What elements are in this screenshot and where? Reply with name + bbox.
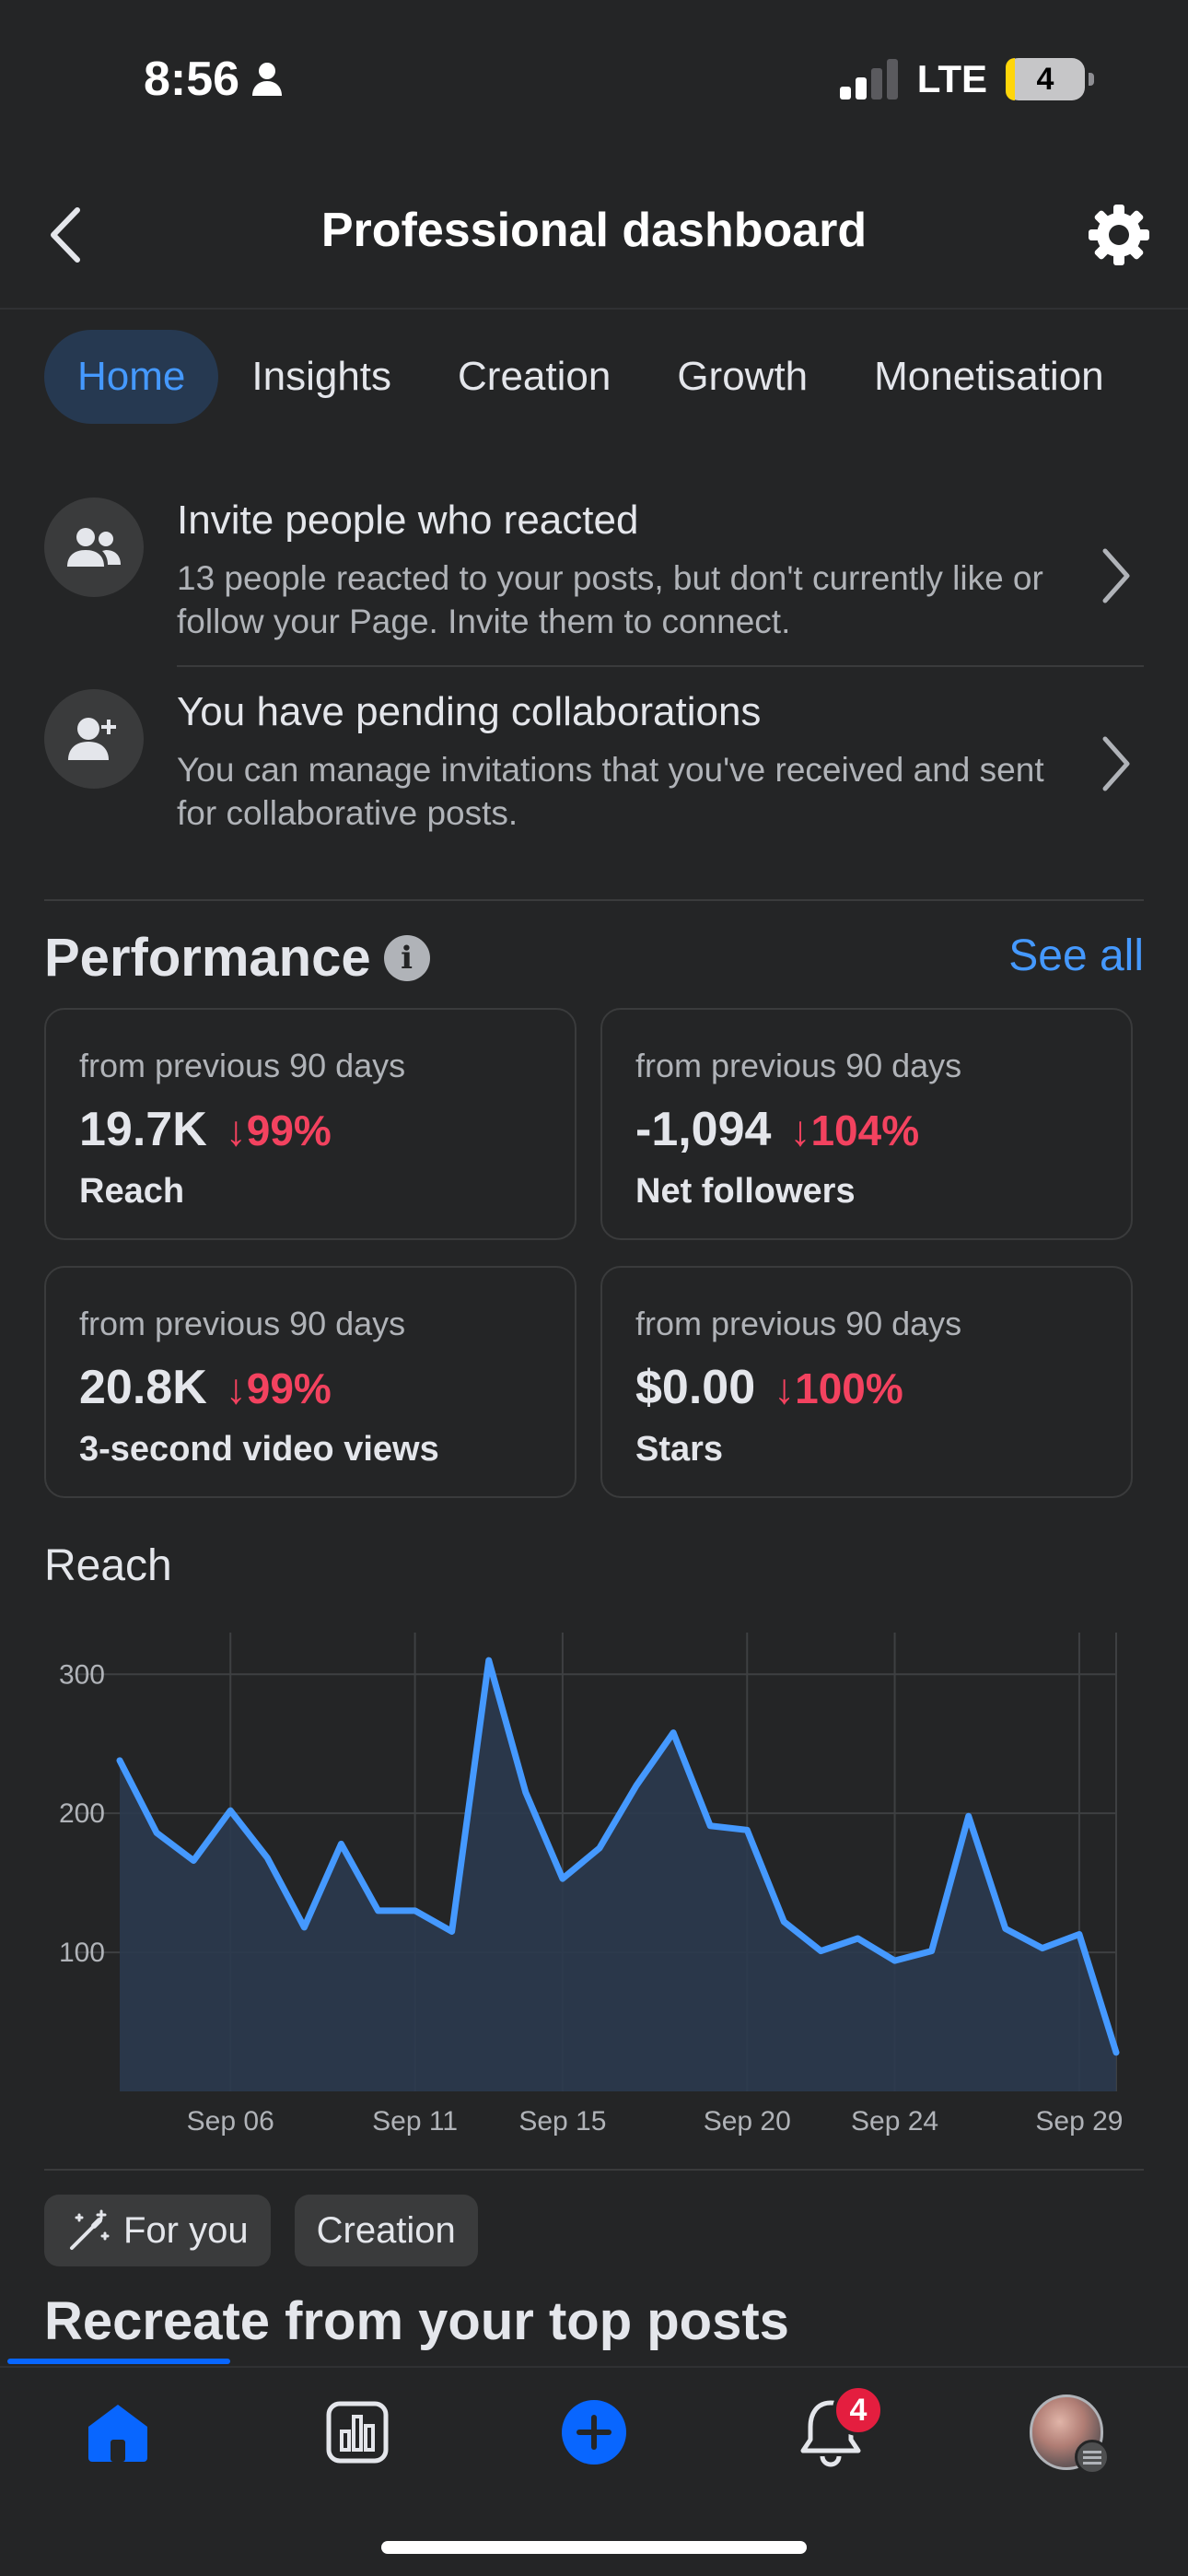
invite-reacted-card[interactable]: Invite people who reacted 13 people reac… bbox=[44, 498, 1144, 691]
time-text: 8:56 bbox=[144, 53, 240, 106]
tab-creation[interactable]: Creation bbox=[458, 354, 611, 399]
person-icon bbox=[252, 63, 283, 96]
card-label: Net followers bbox=[635, 1172, 856, 1211]
card-label: Stars bbox=[635, 1430, 724, 1469]
reach-card[interactable]: from previous 90 days 19.7K ↓99% Reach bbox=[44, 1008, 577, 1240]
card-subtitle: from previous 90 days bbox=[635, 1047, 962, 1084]
card-change: ↓99% bbox=[225, 1364, 332, 1412]
card-value: 19.7K bbox=[79, 1103, 207, 1156]
header-divider bbox=[0, 308, 1188, 310]
nav-notifications[interactable]: 4 bbox=[794, 2384, 884, 2469]
battery-level: 4 bbox=[1036, 61, 1054, 97]
chip-creation[interactable]: Creation bbox=[294, 2195, 478, 2266]
x-tick-label: Sep 29 bbox=[1035, 2106, 1123, 2137]
y-tick-label: 200 bbox=[59, 1798, 105, 1829]
notification-badge: 4 bbox=[833, 2384, 884, 2436]
x-tick-label: Sep 20 bbox=[704, 2106, 791, 2137]
section-title: Recreate from your top posts bbox=[44, 2291, 789, 2351]
card-subtitle: from previous 90 days bbox=[635, 1305, 962, 1342]
nav-home[interactable] bbox=[81, 2395, 155, 2469]
reach-line bbox=[116, 1657, 1120, 2056]
chip-label: For you bbox=[123, 2209, 249, 2251]
reach-chart[interactable]: Sep 06 Sep 11 Sep 15 Sep 20 Sep 24 Sep 29 100 2… bbox=[0, 1622, 1188, 2156]
nav-create[interactable] bbox=[557, 2395, 631, 2469]
card-label: Reach bbox=[79, 1172, 185, 1211]
home-indicator bbox=[381, 2541, 807, 2554]
tab-growth[interactable]: Growth bbox=[677, 354, 809, 399]
battery-icon: 4 bbox=[1006, 58, 1094, 100]
page-title: Professional dashboard bbox=[320, 204, 868, 257]
back-icon[interactable] bbox=[44, 205, 90, 265]
people-icon bbox=[44, 498, 144, 597]
card-change: ↓104% bbox=[789, 1107, 920, 1154]
magic-wand-icon bbox=[70, 2209, 110, 2250]
home-icon bbox=[88, 2405, 147, 2462]
chip-label: Creation bbox=[316, 2209, 456, 2251]
x-tick-label: Sep 15 bbox=[518, 2106, 606, 2137]
video-views-card[interactable]: from previous 90 days 20.8K ↓99% 3-secon… bbox=[44, 1266, 577, 1498]
section-divider bbox=[44, 899, 1144, 901]
x-tick-label: Sep 11 bbox=[372, 2106, 458, 2137]
card-subtitle: from previous 90 days bbox=[79, 1047, 406, 1084]
chart-title: Reach bbox=[44, 1541, 172, 1590]
bar-chart-icon bbox=[326, 2401, 389, 2464]
card-change: ↓99% bbox=[225, 1107, 332, 1154]
nav-profile[interactable] bbox=[1030, 2395, 1110, 2475]
card-label: 3-second video views bbox=[79, 1430, 439, 1469]
status-indicators: LTE 4 bbox=[839, 57, 1094, 101]
filter-chips: For you Creation bbox=[44, 2195, 478, 2266]
avatar bbox=[1030, 2395, 1110, 2475]
chip-for-you[interactable]: For you bbox=[44, 2195, 271, 2266]
see-all-link[interactable]: See all bbox=[1008, 931, 1144, 980]
notif-title: Invite people who reacted bbox=[177, 498, 639, 543]
section-divider bbox=[44, 2169, 1144, 2171]
stars-card[interactable]: from previous 90 days $0.00 ↓100% Stars bbox=[600, 1266, 1133, 1498]
y-tick-label: 300 bbox=[59, 1659, 105, 1690]
notif-title: You have pending collaborations bbox=[177, 689, 762, 734]
x-tick-label: Sep 24 bbox=[851, 2106, 938, 2137]
card-subtitle: from previous 90 days bbox=[79, 1305, 406, 1342]
y-tick-label: 100 bbox=[59, 1938, 105, 1968]
notif-description: You can manage invitations that you've r… bbox=[177, 751, 1044, 832]
tab-bar: Home Insights Creation Growth Monetisati… bbox=[44, 330, 1137, 424]
scroll-indicator bbox=[7, 2359, 230, 2364]
menu-icon bbox=[1075, 2440, 1110, 2475]
card-value: $0.00 bbox=[635, 1361, 756, 1414]
x-tick-label: Sep 06 bbox=[187, 2106, 274, 2137]
chevron-right-icon bbox=[1102, 548, 1130, 603]
pending-collaborations-card[interactable]: You have pending collaborations You can … bbox=[44, 689, 1144, 883]
divider bbox=[177, 665, 1144, 667]
tab-monetisation[interactable]: Monetisation bbox=[874, 354, 1104, 399]
bottom-nav: 4 bbox=[0, 2366, 1188, 2576]
performance-title: Performance bbox=[44, 928, 371, 988]
gear-icon[interactable] bbox=[1087, 203, 1151, 267]
card-value: 20.8K bbox=[79, 1361, 207, 1414]
nav-insights[interactable] bbox=[320, 2395, 394, 2469]
card-change: ↓100% bbox=[774, 1364, 903, 1412]
tab-home[interactable]: Home bbox=[44, 330, 219, 424]
network-type: LTE bbox=[916, 57, 987, 100]
tab-insights[interactable]: Insights bbox=[251, 354, 392, 399]
performance-header: Performance i bbox=[44, 927, 430, 989]
plus-circle-icon bbox=[562, 2400, 626, 2465]
card-value: -1,094 bbox=[635, 1103, 772, 1156]
net-followers-card[interactable]: from previous 90 days -1,094 ↓104% Net f… bbox=[600, 1008, 1133, 1240]
chevron-right-icon bbox=[1102, 736, 1130, 791]
signal-icon bbox=[839, 59, 898, 100]
add-person-icon bbox=[44, 689, 144, 789]
status-time: 8:56 bbox=[144, 52, 284, 107]
reach-area bbox=[120, 1660, 1116, 2091]
info-icon[interactable]: i bbox=[383, 934, 430, 981]
notif-description: 13 people reacted to your posts, but don… bbox=[177, 559, 1043, 640]
